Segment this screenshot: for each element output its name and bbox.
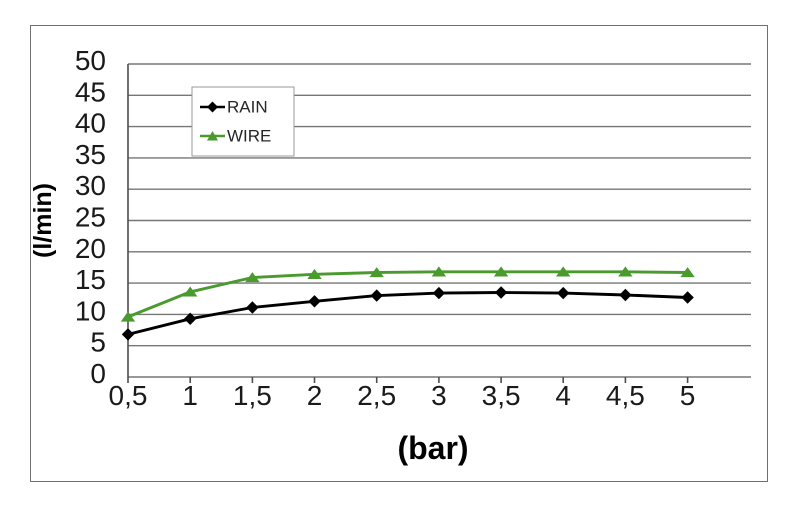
svg-text:3,5: 3,5 [482,380,521,411]
svg-text:2,5: 2,5 [357,380,396,411]
svg-text:20: 20 [75,233,106,264]
svg-text:50: 50 [75,45,106,76]
svg-text:0: 0 [90,358,106,389]
svg-text:45: 45 [75,76,106,107]
svg-text:(l/min): (l/min) [29,183,57,258]
svg-text:(bar): (bar) [397,430,468,466]
svg-text:30: 30 [75,170,106,201]
svg-text:3: 3 [431,380,447,411]
svg-text:15: 15 [75,264,106,295]
svg-text:4,5: 4,5 [606,380,645,411]
svg-text:4: 4 [555,380,571,411]
svg-text:RAIN: RAIN [227,98,268,117]
svg-text:WIRE: WIRE [227,127,271,146]
svg-text:1,5: 1,5 [233,380,272,411]
svg-text:2: 2 [307,380,323,411]
svg-text:35: 35 [75,139,106,170]
svg-text:0,5: 0,5 [109,380,148,411]
svg-text:25: 25 [75,202,106,233]
svg-text:5: 5 [680,380,696,411]
svg-text:1: 1 [182,380,198,411]
svg-text:5: 5 [90,327,106,358]
svg-text:10: 10 [75,295,106,326]
svg-text:40: 40 [75,108,106,139]
